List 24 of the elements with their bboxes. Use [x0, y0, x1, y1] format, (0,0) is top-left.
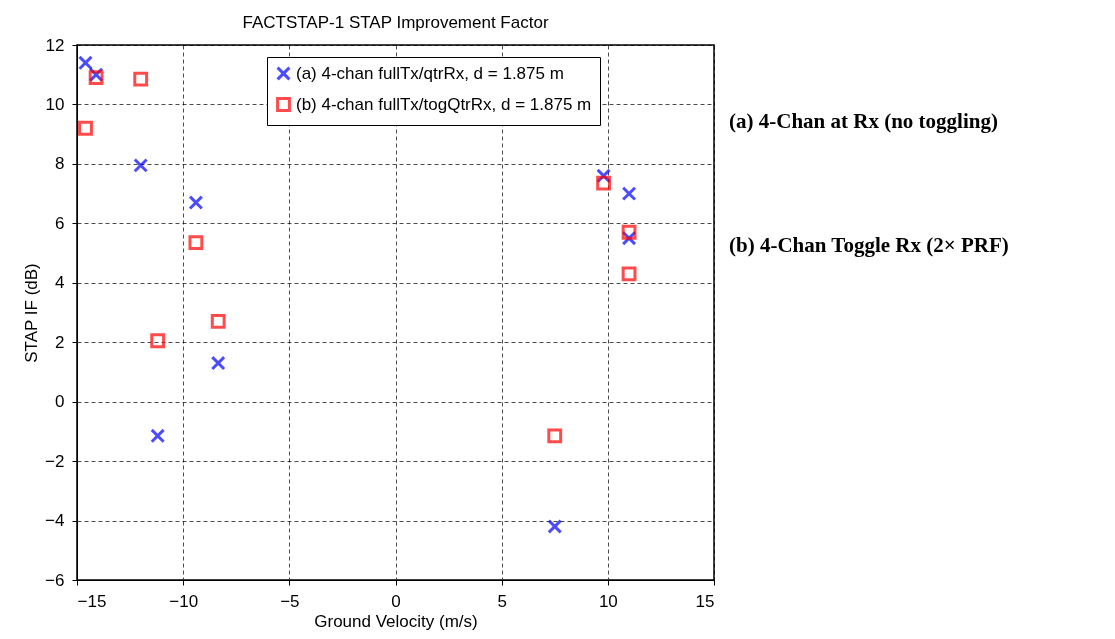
y-tick-label: −2 [45, 451, 65, 471]
x-tick-label: −5 [280, 591, 300, 611]
y-tick-label: 0 [55, 392, 65, 412]
x-tick-label: 5 [497, 591, 507, 611]
y-tick-label: 8 [55, 154, 65, 174]
y-tick-label: 4 [55, 273, 65, 293]
y-tick-label: −6 [45, 570, 65, 590]
x-axis-title: Ground Velocity (m/s) [314, 611, 478, 631]
chart-title: FACTSTAP-1 STAP Improvement Factor [242, 13, 549, 32]
text: (a) 4-Chan at Rx (no toggling) [729, 109, 998, 133]
y-tick-label: 2 [55, 332, 65, 352]
y-tick-label: 10 [45, 94, 65, 114]
legend-label: (b) 4-chan fullTx/togQtrRx, d = 1.875 m [296, 94, 592, 114]
x-tick-label: 10 [598, 591, 618, 611]
y-axis-title: STAP IF (dB) [22, 263, 42, 363]
y-tick-label: 6 [55, 213, 65, 233]
y-tick-label: 12 [45, 35, 65, 55]
legend-label: (a) 4-chan fullTx/qtrRx, d = 1.875 m [296, 63, 564, 83]
text: (b) 4-Chan Toggle Rx (2× PRF) [729, 233, 1009, 257]
x-tick-label: 15 [695, 591, 715, 611]
y-tick-label: −4 [45, 511, 65, 531]
x-tick-label: −10 [169, 591, 199, 611]
x-tick-label: 0 [391, 591, 401, 611]
x-tick-label: −15 [77, 591, 107, 611]
